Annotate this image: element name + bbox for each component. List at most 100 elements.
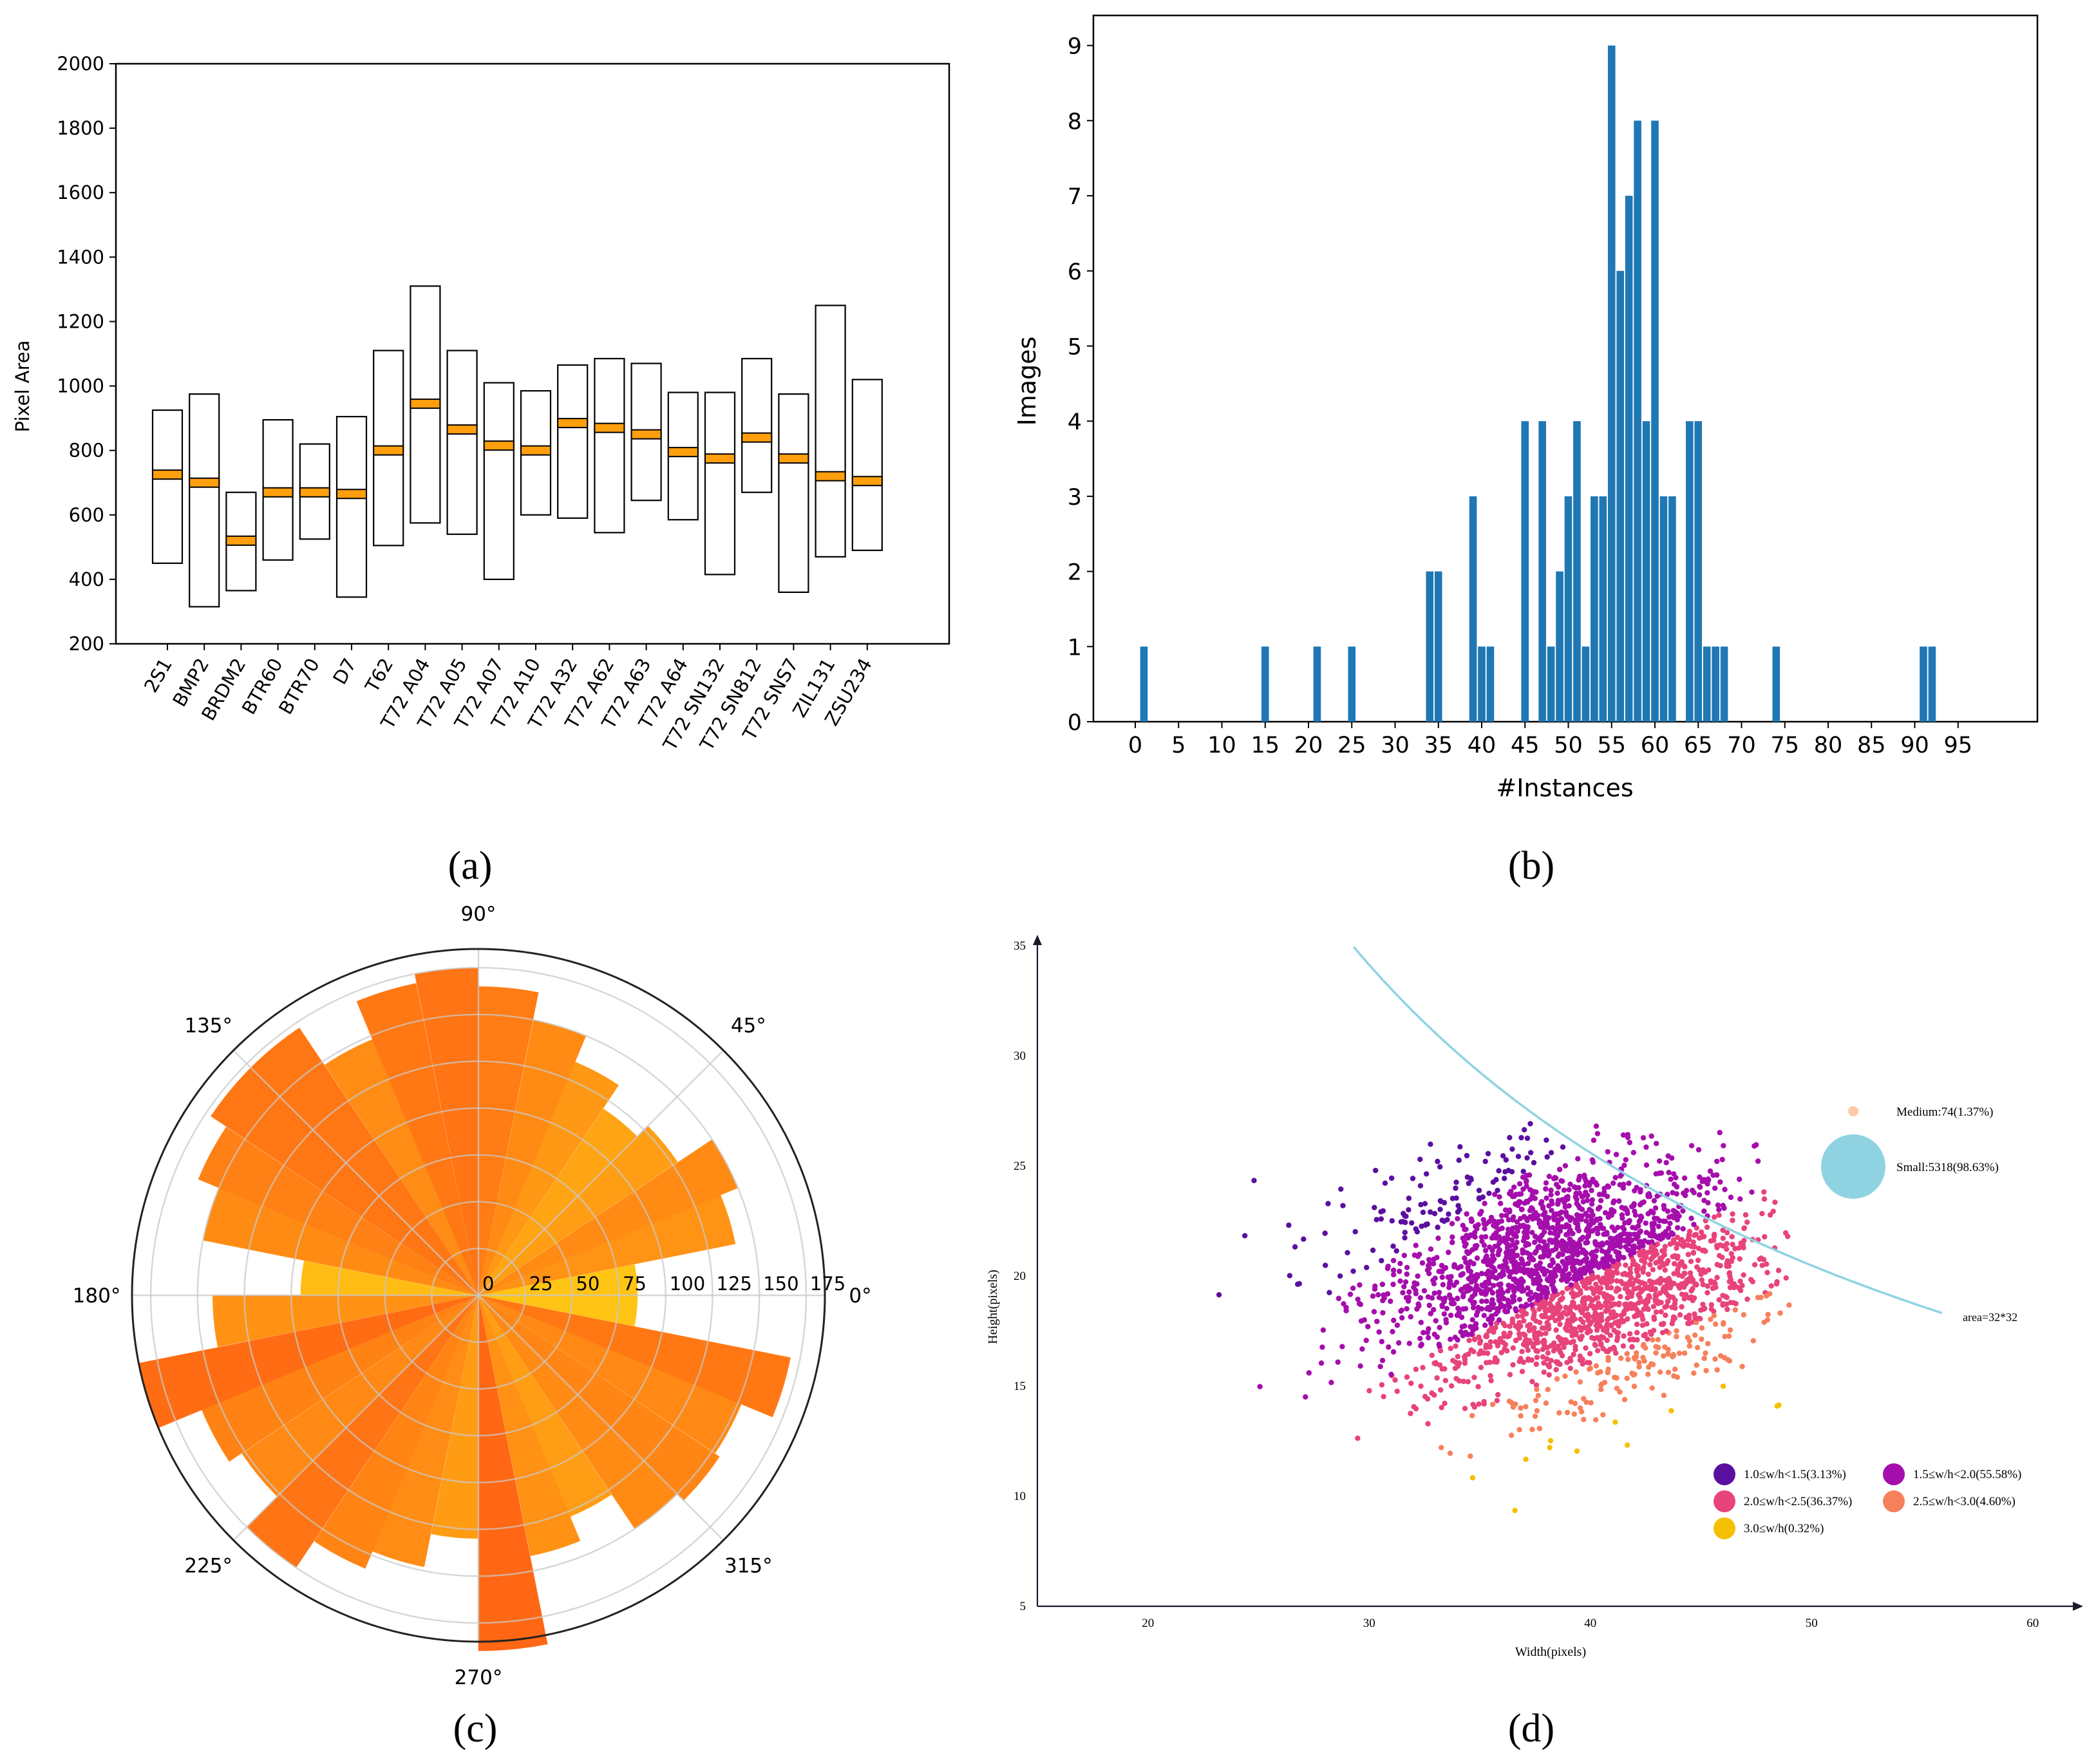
scatter-point — [1657, 1369, 1663, 1375]
scatter-point — [1523, 1403, 1529, 1410]
scatter-point — [1520, 1308, 1527, 1314]
scatter-point — [1701, 1355, 1707, 1362]
scatter-point — [1513, 1224, 1519, 1230]
x-tick-label: 85 — [1857, 733, 1886, 758]
scatter-point — [1390, 1267, 1397, 1273]
scatter-point — [1777, 1310, 1783, 1316]
x-tick-label: 70 — [1727, 733, 1756, 758]
radial-tick-label: 150 — [763, 1273, 798, 1295]
scatter-point — [1486, 1219, 1492, 1224]
y-tick-label: 400 — [69, 568, 104, 590]
scatter-point — [1509, 1318, 1515, 1324]
scatter-point — [1523, 1179, 1529, 1185]
scatter-point — [1548, 1192, 1554, 1198]
polar-sector — [246, 1295, 478, 1568]
scatter-point — [1690, 1297, 1695, 1304]
box — [594, 357, 625, 534]
bar — [1712, 646, 1719, 722]
scatter-point — [1603, 1231, 1610, 1237]
scatter-point — [1441, 1311, 1448, 1317]
scatter-point — [1394, 1388, 1400, 1394]
scatter-point — [1670, 1215, 1677, 1221]
scatter-point — [1520, 1261, 1526, 1267]
scatter-point — [1741, 1312, 1747, 1318]
x-tick-label: 40 — [1584, 1617, 1596, 1630]
scatter-point — [1597, 1290, 1603, 1295]
polar-sector — [478, 1295, 742, 1454]
scatter-point — [1541, 1360, 1547, 1366]
scatter-point — [1430, 1277, 1436, 1284]
scatter-point — [1504, 1212, 1509, 1219]
scatter-point — [1627, 1331, 1633, 1337]
legend-ratio-marker — [1714, 1517, 1735, 1539]
scatter-point — [1431, 1290, 1437, 1296]
scatter-point — [1527, 1187, 1533, 1193]
scatter-point — [1319, 1344, 1325, 1350]
scatter-point — [1555, 1262, 1561, 1269]
scatter-point — [1597, 1337, 1603, 1344]
y-tick-label: 35 — [1014, 939, 1026, 953]
scatter-point — [1639, 1214, 1645, 1220]
scatter-point — [1599, 1260, 1605, 1266]
scatter-point — [1736, 1245, 1742, 1251]
scatter-point — [1294, 1281, 1301, 1288]
scatter-point — [1690, 1239, 1696, 1245]
scatter-point — [1656, 1223, 1661, 1230]
scatter-point — [1650, 1304, 1657, 1309]
median-band — [778, 453, 809, 464]
scatter-point — [1664, 1303, 1670, 1309]
scatter-point — [1591, 1138, 1597, 1143]
panel-a-label: (a) — [448, 844, 493, 888]
scatter-point — [1768, 1283, 1774, 1289]
scatter-point — [1335, 1359, 1341, 1365]
panel-b-y-ticks: 0 1 2 3 4 5 6 7 8 9 — [1068, 34, 1093, 736]
scatter-point — [1628, 1252, 1634, 1257]
panel-d-area-curve: area=32*32 — [1352, 946, 2017, 1324]
scatter-point — [1595, 1226, 1601, 1232]
scatter-point — [1458, 1264, 1464, 1270]
scatter-point — [1723, 1293, 1728, 1300]
scatter-point — [1630, 1372, 1636, 1378]
scatter-point — [1536, 1425, 1542, 1432]
polar-sector — [431, 1295, 479, 1539]
scatter-point — [1657, 1264, 1663, 1270]
scatter-point — [1512, 1507, 1518, 1514]
scatter-point — [1366, 1387, 1372, 1394]
legend-ratio-label: 1.5≤w/h<2.0(55.58%) — [1913, 1468, 2021, 1481]
scatter-point — [1647, 1278, 1653, 1284]
scatter-point — [1666, 1170, 1672, 1176]
scatter-point — [1648, 1282, 1654, 1288]
scatter-point — [1618, 1293, 1623, 1300]
scatter-point — [1421, 1288, 1428, 1294]
scatter-point — [1678, 1237, 1684, 1243]
scatter-point — [1730, 1211, 1735, 1217]
scatter-point — [1542, 1210, 1548, 1215]
scatter-point — [1621, 1396, 1628, 1403]
scatter-point — [1730, 1241, 1735, 1248]
scatter-point — [1728, 1251, 1734, 1257]
scatter-point — [1306, 1370, 1312, 1376]
scatter-point — [1696, 1192, 1703, 1198]
bar — [1642, 421, 1650, 722]
scatter-point — [1474, 1243, 1480, 1249]
scatter-point — [1631, 1384, 1638, 1389]
scatter-point — [1402, 1279, 1409, 1285]
scatter-point — [1507, 1273, 1513, 1280]
scatter-point — [1573, 1281, 1579, 1287]
median-band — [704, 453, 735, 464]
scatter-point — [1481, 1243, 1487, 1248]
scatter-point — [1700, 1301, 1706, 1308]
scatter-point — [1590, 1273, 1596, 1279]
scatter-point — [1563, 1340, 1569, 1346]
polar-sector — [478, 1295, 720, 1501]
scatter-point — [1731, 1281, 1737, 1287]
bar — [1659, 496, 1668, 722]
scatter-point — [1607, 1346, 1613, 1353]
scatter-point — [1676, 1350, 1683, 1356]
scatter-point — [1544, 1356, 1550, 1362]
median-band — [336, 489, 367, 500]
legend-small-marker — [1821, 1134, 1885, 1199]
scatter-point — [1515, 1200, 1521, 1206]
scatter-point — [1496, 1168, 1502, 1174]
legend-ratio-marker — [1883, 1490, 1905, 1512]
